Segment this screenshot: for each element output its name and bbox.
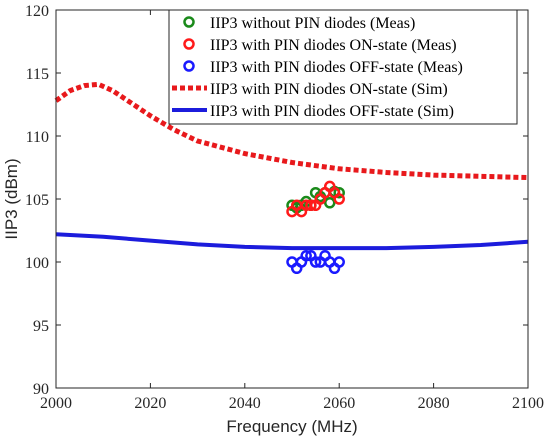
legend-label: IIP3 with PIN diodes OFF-state (Meas) xyxy=(210,59,463,76)
legend-label: IIP3 without PIN diodes (Meas) xyxy=(210,15,415,32)
legend-label: IIP3 with PIN diodes ON-state (Meas) xyxy=(210,37,457,54)
y-tick-label: 120 xyxy=(25,3,49,20)
legend-marker xyxy=(183,16,195,28)
series-0-point xyxy=(333,186,345,199)
x-tick-label: 2020 xyxy=(134,395,166,412)
x-tick-label: 2080 xyxy=(418,395,450,412)
legend-label: IIP3 with PIN diodes ON-state (Sim) xyxy=(210,81,448,98)
series-2-point xyxy=(333,256,345,268)
y-tick-label: 115 xyxy=(26,66,49,83)
x-tick-label: 2040 xyxy=(229,395,261,412)
legend-box xyxy=(168,9,518,125)
legend-marker xyxy=(183,60,195,72)
y-tick-label: 95 xyxy=(33,318,49,335)
series-1-point xyxy=(333,193,345,205)
y-tick-label: 105 xyxy=(25,192,49,209)
series-2-point xyxy=(309,256,322,268)
series-3-line xyxy=(54,81,529,181)
series-4-line xyxy=(55,232,529,251)
series-2-point xyxy=(300,249,312,262)
legend-label: IIP3 with PIN diodes OFF-state (Sim) xyxy=(210,103,454,120)
x-axis-title: Frequency (MHz) xyxy=(226,417,357,436)
y-axis: 90 95 100 105 110 115 120 xyxy=(25,3,528,398)
x-tick-label: 2100 xyxy=(512,395,544,412)
y-tick-label: 100 xyxy=(25,255,49,272)
legend: IIP3 without PIN diodes (Meas) IIP3 with … xyxy=(168,9,518,125)
x-tick-label: 2060 xyxy=(323,395,355,412)
x-axis: 2000 2020 2040 2060 2080 2100 xyxy=(40,10,544,412)
y-tick-label: 90 xyxy=(33,381,49,398)
series-0-point xyxy=(324,197,336,209)
y-axis-title: IIP3 (dBm) xyxy=(2,158,21,239)
x-tick-label: 2000 xyxy=(40,395,72,412)
y-tick-label: 110 xyxy=(26,129,49,146)
legend-marker xyxy=(183,38,195,50)
series-layer xyxy=(54,81,529,275)
series-1-point xyxy=(305,199,317,212)
